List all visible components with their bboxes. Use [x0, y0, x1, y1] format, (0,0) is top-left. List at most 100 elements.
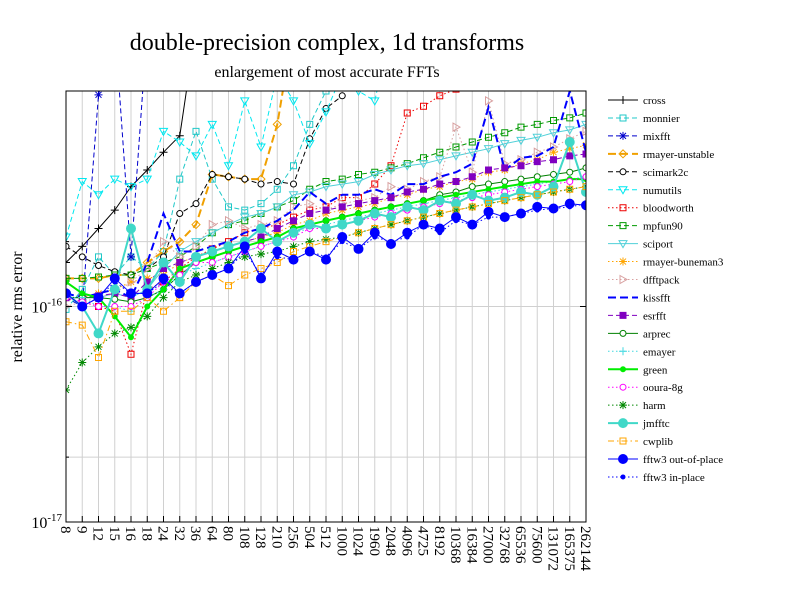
marker [142, 175, 153, 185]
marker [551, 205, 556, 211]
x-tick-label: 210 [268, 526, 284, 549]
x-tick-label: 32768 [496, 526, 512, 564]
marker [109, 284, 120, 295]
marker [453, 218, 459, 224]
marker [435, 209, 444, 218]
marker [176, 259, 184, 267]
x-tick-label: 8 [57, 526, 73, 534]
marker [619, 168, 627, 176]
legend-label: kissfft [643, 292, 670, 304]
marker [307, 248, 313, 254]
marker [468, 183, 476, 191]
marker [619, 114, 627, 122]
marker [434, 195, 445, 206]
marker [78, 321, 86, 329]
marker [207, 246, 218, 257]
marker [306, 198, 315, 209]
marker [66, 233, 71, 243]
marker [388, 203, 394, 210]
marker [258, 272, 264, 278]
x-tick-label: 16384 [463, 526, 479, 564]
marker [619, 437, 627, 445]
marker [208, 170, 216, 178]
x-tick-label: 36 [187, 526, 203, 542]
marker [337, 180, 348, 190]
legend-label: numutils [643, 185, 682, 197]
marker [452, 91, 460, 93]
marker [191, 152, 201, 161]
marker [191, 251, 201, 262]
marker [256, 223, 266, 234]
marker [618, 186, 628, 195]
marker [337, 219, 348, 230]
y-tick-label: 10-17 [31, 512, 62, 532]
marker [436, 171, 445, 182]
marker [175, 236, 185, 247]
marker [581, 120, 586, 130]
marker [94, 342, 103, 351]
marker [452, 206, 460, 215]
marker [501, 164, 509, 172]
x-tick-label: 1024 [350, 526, 366, 557]
marker [95, 353, 102, 361]
legend-label: esrfft [643, 310, 666, 322]
x-tick-label: 80 [220, 526, 236, 541]
marker [355, 210, 362, 217]
marker [533, 191, 541, 199]
marker [93, 191, 104, 200]
marker [550, 188, 557, 196]
marker [323, 217, 329, 224]
marker [126, 183, 136, 192]
marker [387, 194, 395, 202]
marker [582, 126, 586, 137]
x-tick-label: 128 [252, 526, 268, 549]
marker [241, 223, 250, 234]
marker [436, 210, 444, 218]
marker [339, 214, 346, 221]
marker [191, 219, 201, 230]
marker [353, 178, 364, 187]
marker [355, 229, 362, 237]
marker [501, 183, 508, 190]
marker [485, 133, 492, 141]
marker [224, 258, 233, 267]
marker [78, 358, 87, 367]
marker [619, 222, 627, 230]
marker [95, 253, 102, 261]
marker [241, 217, 249, 225]
marker [618, 149, 628, 159]
legend-label: jmfftc [642, 418, 670, 430]
marker [619, 257, 627, 266]
marker [533, 158, 541, 166]
marker [79, 290, 86, 297]
marker [192, 200, 200, 208]
marker [93, 328, 104, 339]
marker [191, 238, 201, 247]
marker [534, 207, 540, 213]
marker [436, 180, 444, 188]
marker [338, 203, 346, 211]
series-line [66, 91, 327, 310]
marker [436, 148, 444, 156]
marker [420, 197, 427, 204]
marker [160, 286, 167, 293]
marker [143, 274, 152, 283]
marker [618, 240, 628, 249]
marker [127, 252, 135, 261]
marker [451, 152, 461, 161]
marker [127, 277, 137, 287]
marker [225, 173, 232, 181]
marker [174, 276, 185, 287]
marker [582, 173, 586, 181]
legend-label: monnier [643, 113, 680, 125]
x-tick-label: 18 [138, 526, 154, 541]
marker [468, 173, 476, 181]
marker [192, 127, 200, 135]
marker [404, 234, 410, 240]
marker [289, 242, 298, 251]
marker [619, 329, 627, 337]
x-tick-label: 504 [301, 526, 317, 549]
marker [501, 197, 509, 205]
marker [306, 210, 314, 218]
marker [176, 210, 184, 218]
